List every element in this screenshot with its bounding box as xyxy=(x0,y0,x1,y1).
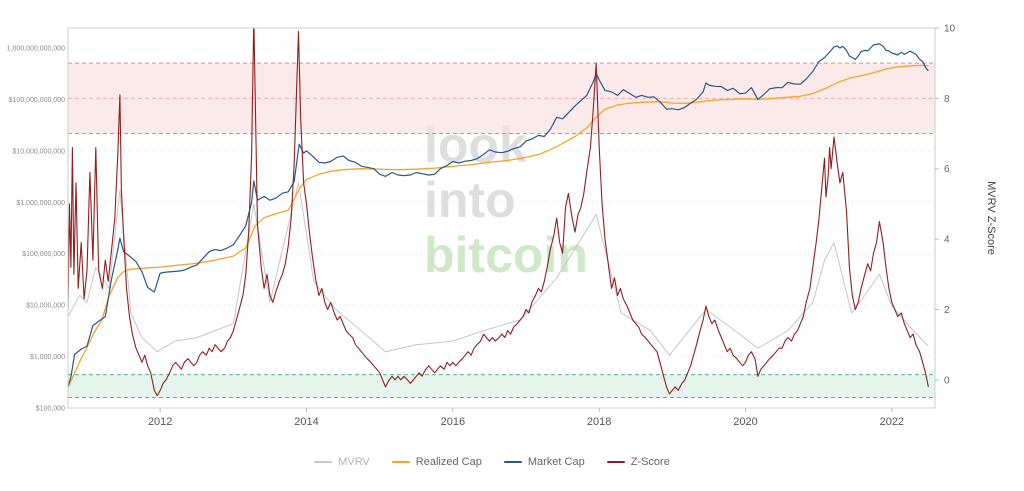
legend-label-realized-cap: Realized Cap xyxy=(415,456,482,468)
z-axis-label: 6 xyxy=(944,164,950,175)
usd-axis-label: $100,000,000,000 xyxy=(9,97,66,104)
legend-swatch-realized-cap xyxy=(391,461,410,463)
x-axis-label: 2020 xyxy=(733,416,757,428)
legend-swatch-market-cap xyxy=(503,461,522,463)
legend-item-z-score[interactable]: Z-Score xyxy=(606,456,670,468)
legend-item-mvrv[interactable]: MVRV xyxy=(314,456,370,468)
usd-axis-label: $100,000,000 xyxy=(22,251,65,258)
right-axis-title: MVRV Z-Score xyxy=(985,181,997,255)
series-mvrv xyxy=(68,182,929,356)
usd-axis-label: 1,000,000,000,000 xyxy=(7,46,65,53)
legend-swatch-mvrv xyxy=(314,461,333,463)
series-market-cap xyxy=(68,43,929,387)
x-axis-label: 2018 xyxy=(587,416,611,428)
legend-label-mvrv: MVRV xyxy=(338,456,370,468)
usd-axis-label: $10,000,000 xyxy=(26,303,65,310)
usd-axis-label: $1,000,000,000 xyxy=(16,200,65,207)
usd-axis-label: $10,000,000,000 xyxy=(12,148,65,155)
z-axis-label: 0 xyxy=(944,375,950,386)
x-axis-label: 2016 xyxy=(441,416,465,428)
series-realized-cap xyxy=(68,64,929,388)
z-axis-label: 2 xyxy=(944,305,950,316)
legend: MVRV Realized Cap Market Cap Z-Score xyxy=(0,456,984,468)
legend-label-market-cap: Market Cap xyxy=(527,456,585,468)
usd-axis-label: $100,000 xyxy=(36,406,65,413)
band-undervalued xyxy=(68,374,935,398)
z-axis-label: 4 xyxy=(944,235,950,246)
usd-axis-label: $1,000,000 xyxy=(30,354,65,361)
plot-border xyxy=(67,27,936,409)
x-axis-label: 2012 xyxy=(148,416,172,428)
legend-item-market-cap[interactable]: Market Cap xyxy=(503,456,585,468)
legend-label-z-score: Z-Score xyxy=(630,456,670,468)
z-axis-label: 8 xyxy=(944,94,950,105)
x-axis-label: 2022 xyxy=(880,416,904,428)
legend-item-realized-cap[interactable]: Realized Cap xyxy=(391,456,482,468)
z-axis-label: 10 xyxy=(944,24,956,35)
series-z-score xyxy=(68,28,929,397)
x-axis-label: 2014 xyxy=(294,416,318,428)
legend-swatch-z-score xyxy=(606,461,625,463)
